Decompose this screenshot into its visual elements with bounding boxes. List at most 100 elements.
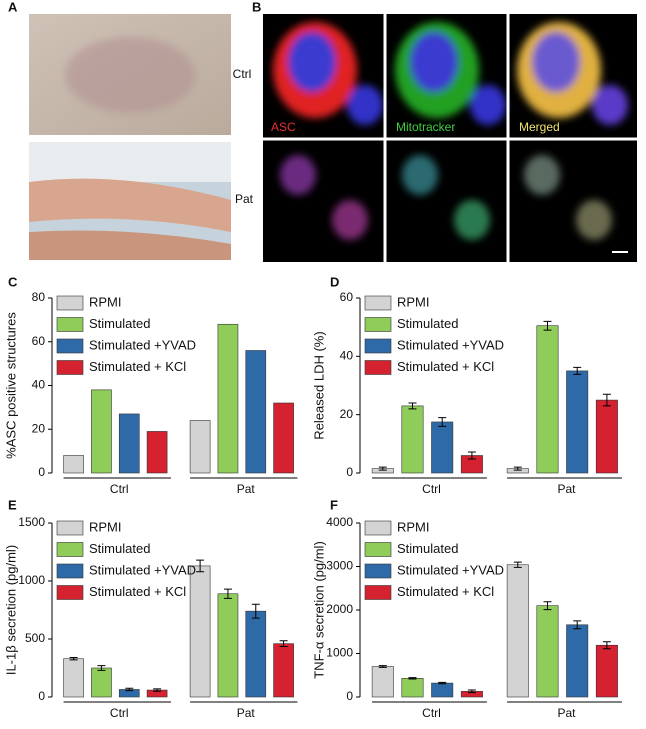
error-bar [467, 451, 476, 460]
error-bar [378, 466, 387, 471]
y-tick-label: 1000 [326, 646, 353, 660]
bar [273, 402, 294, 474]
bar [506, 564, 529, 698]
error-bar [573, 620, 582, 630]
x-tick-label: Pat [557, 706, 576, 720]
x-tick-label: Ctrl [110, 706, 129, 720]
y-tick-label: 1000 [18, 573, 45, 587]
bar [189, 420, 211, 474]
error-bar [378, 665, 387, 668]
error-bar [438, 417, 447, 427]
y-tick-label: 20 [32, 421, 46, 435]
error-bar [602, 393, 611, 407]
bar [63, 658, 84, 698]
channel-label: Merged [519, 120, 560, 134]
bar [245, 350, 267, 474]
error-bar [602, 641, 611, 650]
legend-swatch [56, 542, 84, 557]
legend-swatch [56, 360, 84, 375]
panel-label: F [330, 497, 338, 512]
bar [401, 677, 424, 698]
error-bar [97, 665, 106, 671]
bar [189, 565, 211, 698]
legend-swatch [364, 295, 392, 311]
legend-label: Stimulated +YVAD [397, 562, 504, 577]
bar [63, 455, 84, 474]
error-bar [543, 601, 552, 611]
y-tick-label: 2000 [326, 602, 353, 616]
error-bar [279, 640, 288, 648]
photo-a [29, 14, 231, 260]
bar [245, 610, 267, 698]
panel-label: E [8, 497, 17, 512]
x-tick-label: Ctrl [422, 706, 441, 720]
error-bar [125, 687, 134, 692]
row-label: Ctrl [233, 67, 252, 81]
legend-swatch [364, 360, 392, 375]
legend-label: Stimulated +YVAD [89, 562, 196, 577]
bar [595, 644, 618, 698]
channel-label: Mitotracker [396, 120, 455, 134]
bar [146, 431, 168, 474]
y-tick-label: 0 [346, 465, 353, 479]
bar [431, 421, 454, 474]
bar [91, 667, 112, 698]
bar [118, 413, 140, 474]
legend-swatch [364, 520, 392, 536]
legend-swatch [364, 338, 392, 354]
bar [536, 325, 559, 474]
legend-label: Stimulated + KCl [397, 359, 494, 374]
error-bar [196, 559, 205, 573]
legend-label: Stimulated [89, 541, 150, 556]
legend-swatch [56, 585, 84, 600]
channel-label: ASC [271, 120, 296, 134]
y-axis-label: %ASC positive structures [3, 312, 18, 459]
microscopy-b [263, 14, 637, 262]
error-bar [573, 366, 582, 375]
y-tick-label: 4000 [326, 515, 353, 529]
panel-label: B [252, 0, 261, 14]
bar [595, 399, 618, 474]
y-tick-label: 60 [340, 290, 354, 304]
legend-swatch [56, 338, 84, 354]
bar [536, 605, 559, 698]
x-tick-label: Pat [237, 482, 256, 496]
row-label: Pat [235, 192, 254, 206]
y-tick-label: 0 [346, 689, 353, 703]
bar [566, 370, 589, 474]
legend-label: Stimulated + KCl [89, 359, 186, 374]
legend-swatch [56, 295, 84, 311]
legend-swatch [364, 317, 392, 332]
panel-label: A [8, 0, 18, 14]
panel-label: C [8, 274, 18, 289]
y-tick-label: 20 [340, 407, 354, 421]
y-tick-label: 60 [32, 334, 46, 348]
x-tick-label: Pat [557, 482, 576, 496]
y-axis-label: TNF-α secretion (pg/ml) [311, 541, 326, 679]
legend-swatch [56, 317, 84, 332]
legend-swatch [56, 520, 84, 536]
bar [273, 643, 294, 698]
legend-label: RPMI [89, 294, 122, 309]
x-tick-label: Pat [237, 706, 256, 720]
error-bar [543, 320, 552, 331]
error-bar [251, 603, 260, 619]
x-tick-label: Ctrl [110, 482, 129, 496]
error-bar [467, 689, 476, 694]
error-bar [513, 561, 522, 568]
error-bar [408, 402, 417, 410]
legend-label: Stimulated [89, 316, 150, 331]
y-tick-label: 0 [38, 689, 45, 703]
legend-label: Stimulated [397, 541, 458, 556]
bar [217, 323, 239, 474]
legend-label: Stimulated + KCl [397, 584, 494, 599]
legend-label: RPMI [89, 519, 122, 534]
legend-swatch [364, 563, 392, 579]
legend-label: Stimulated +YVAD [89, 337, 196, 352]
error-bar [513, 466, 522, 471]
legend-label: RPMI [397, 519, 430, 534]
y-tick-label: 3000 [326, 559, 353, 573]
legend-label: Stimulated + KCl [89, 584, 186, 599]
y-tick-label: 80 [32, 290, 46, 304]
